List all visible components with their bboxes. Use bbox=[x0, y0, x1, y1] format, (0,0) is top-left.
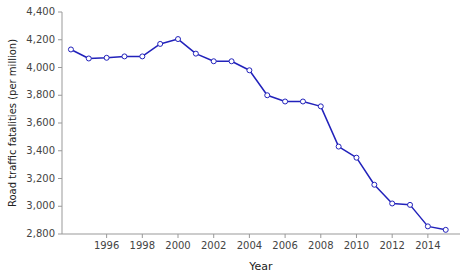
point bbox=[247, 68, 252, 73]
x-tick bbox=[285, 234, 286, 238]
x-tick bbox=[392, 234, 393, 238]
x-tick bbox=[178, 234, 179, 238]
y-tick-label: 3,200 bbox=[26, 173, 55, 184]
x-tick-label: 2002 bbox=[201, 240, 226, 251]
chart: 1996 1998 2000 2002 2004 2006 2008 2010 2012 2014… bbox=[0, 0, 474, 276]
point bbox=[86, 56, 91, 61]
y-tick bbox=[58, 12, 62, 13]
plot-area bbox=[68, 37, 448, 233]
x-tick-label: 2014 bbox=[415, 240, 440, 251]
x-axis-label: Year bbox=[248, 260, 273, 273]
x-tick-label: 2000 bbox=[165, 240, 190, 251]
point bbox=[229, 59, 234, 64]
x-tick bbox=[142, 234, 143, 238]
y-tick bbox=[58, 150, 62, 151]
y-tick bbox=[58, 39, 62, 40]
y-tick bbox=[58, 178, 62, 179]
point bbox=[104, 55, 109, 60]
x-tick-label: 2012 bbox=[379, 240, 404, 251]
y-tick-label: 3,600 bbox=[26, 117, 55, 128]
y-tick bbox=[58, 206, 62, 207]
y-tick-label: 4,200 bbox=[26, 34, 55, 45]
point bbox=[140, 54, 145, 59]
point bbox=[390, 201, 395, 206]
x-tick bbox=[249, 234, 250, 238]
point bbox=[300, 99, 305, 104]
y-tick-label: 3,800 bbox=[26, 89, 55, 100]
y-tick bbox=[58, 67, 62, 68]
point bbox=[176, 37, 181, 42]
y-tick bbox=[58, 234, 62, 235]
y-tick-label: 3,000 bbox=[26, 200, 55, 211]
point bbox=[408, 202, 413, 207]
y-axis: 2,800 3,000 3,200 3,400 3,600 3,800 4,000 4,200… bbox=[26, 6, 62, 239]
x-axis: 1996 1998 2000 2002 2004 2006 2008 2010 2012 2014 bbox=[94, 234, 441, 251]
point bbox=[193, 51, 198, 56]
y-tick-label: 4,000 bbox=[26, 62, 55, 73]
point bbox=[336, 144, 341, 149]
point bbox=[283, 99, 288, 104]
x-tick bbox=[106, 234, 107, 238]
y-axis-label: Road traffic fatalities (per million) bbox=[7, 39, 18, 207]
x-axis-line bbox=[62, 234, 460, 235]
x-tick-label: 2006 bbox=[272, 240, 297, 251]
point bbox=[425, 224, 430, 229]
point bbox=[372, 182, 377, 187]
y-tick-label: 3,400 bbox=[26, 145, 55, 156]
point bbox=[211, 59, 216, 64]
y-tick-label: 2,800 bbox=[26, 228, 55, 239]
y-tick bbox=[58, 95, 62, 96]
x-tick bbox=[320, 234, 321, 238]
x-tick bbox=[356, 234, 357, 238]
point bbox=[318, 104, 323, 109]
x-tick-label: 2004 bbox=[237, 240, 262, 251]
x-tick-label: 1998 bbox=[130, 240, 155, 251]
x-tick-label: 2008 bbox=[308, 240, 333, 251]
point bbox=[122, 54, 127, 59]
point bbox=[158, 41, 163, 46]
point bbox=[354, 155, 359, 160]
x-tick bbox=[427, 234, 428, 238]
point bbox=[68, 47, 73, 52]
y-tick-label: 4,400 bbox=[26, 6, 55, 17]
line bbox=[71, 39, 446, 230]
y-tick bbox=[58, 123, 62, 124]
x-tick bbox=[213, 234, 214, 238]
x-tick-label: 1996 bbox=[94, 240, 119, 251]
point bbox=[443, 227, 448, 232]
point bbox=[265, 93, 270, 98]
x-tick-label: 2010 bbox=[344, 240, 369, 251]
